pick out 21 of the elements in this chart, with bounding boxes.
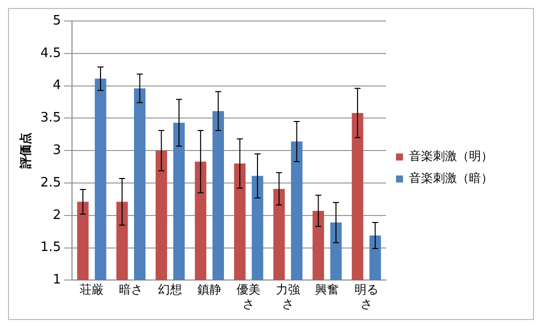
x-tick-label: 暗さ xyxy=(118,282,143,297)
legend-label: 音楽刺激（明） xyxy=(409,149,493,164)
y-tick-label: 4 xyxy=(52,78,62,94)
y-axis-title: 評価点 xyxy=(18,132,32,170)
legend-label: 音楽刺激（暗） xyxy=(409,171,493,186)
chart-frame: 評価点 音楽刺激（明） 音楽刺激（暗） 荘厳 暗さ 幻想 鎮静 優美さ 力強さ 興奮 明るさ 1 1.5 2 2.5 3 3.5 4 4.5 5 xyxy=(8,8,534,320)
y-tick-label: 2.5 xyxy=(40,175,62,190)
y-tick-label: 1.5 xyxy=(40,240,62,256)
y-tick-label: 5 xyxy=(52,13,62,28)
x-tick-label: 荘厳 xyxy=(80,282,104,297)
x-tick-label: 明るさ xyxy=(354,282,378,311)
x-tick-label: 力強さ xyxy=(276,282,300,311)
y-tick-label: 3 xyxy=(52,142,62,158)
y-tick-label: 4.5 xyxy=(40,46,62,61)
x-tick-label: 優美さ xyxy=(236,282,261,311)
y-tick-label: 2 xyxy=(52,208,62,223)
y-tick-label: 1 xyxy=(52,272,62,288)
x-tick-label: 鎮静 xyxy=(197,282,222,297)
x-tick-label: 興奮 xyxy=(315,282,340,297)
y-tick-label: 3.5 xyxy=(40,110,62,126)
x-tick-label: 幻想 xyxy=(158,282,182,297)
